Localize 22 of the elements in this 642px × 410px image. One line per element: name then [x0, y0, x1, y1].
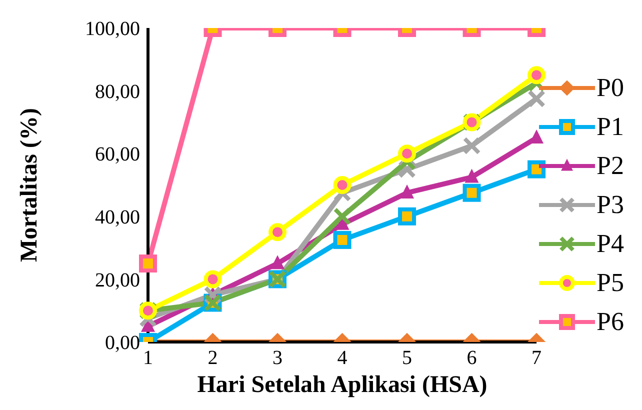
y-tick-label: 60,00: [95, 144, 140, 166]
x-tick-label: 6: [466, 347, 477, 370]
legend-label: P1: [596, 112, 624, 142]
legend-label: P4: [596, 229, 624, 259]
legend-label: P3: [596, 190, 624, 220]
y-tick-label: 100,00: [85, 18, 140, 40]
x-tick-label: 1: [143, 347, 153, 370]
y-tick-label: 0,00: [105, 332, 140, 354]
y-tick-label: 80,00: [95, 80, 140, 103]
legend-label: P2: [596, 151, 624, 181]
x-tick-label: 5: [402, 347, 412, 370]
y-tick-label: 20,00: [95, 269, 140, 292]
x-tick-label: 2: [208, 347, 218, 370]
y-axis-title: Mortalitas (%): [16, 108, 43, 262]
legend-label: P6: [596, 307, 624, 337]
x-tick-label: 4: [337, 347, 348, 370]
legend-label: P5: [596, 268, 624, 298]
y-tick-label: 40,00: [95, 206, 140, 228]
x-tick-label: 3: [272, 347, 283, 370]
x-tick-label: 7: [532, 347, 542, 370]
legend-label: P0: [596, 73, 624, 103]
x-axis-title: Hari Setelah Aplikasi (HSA): [197, 372, 488, 398]
